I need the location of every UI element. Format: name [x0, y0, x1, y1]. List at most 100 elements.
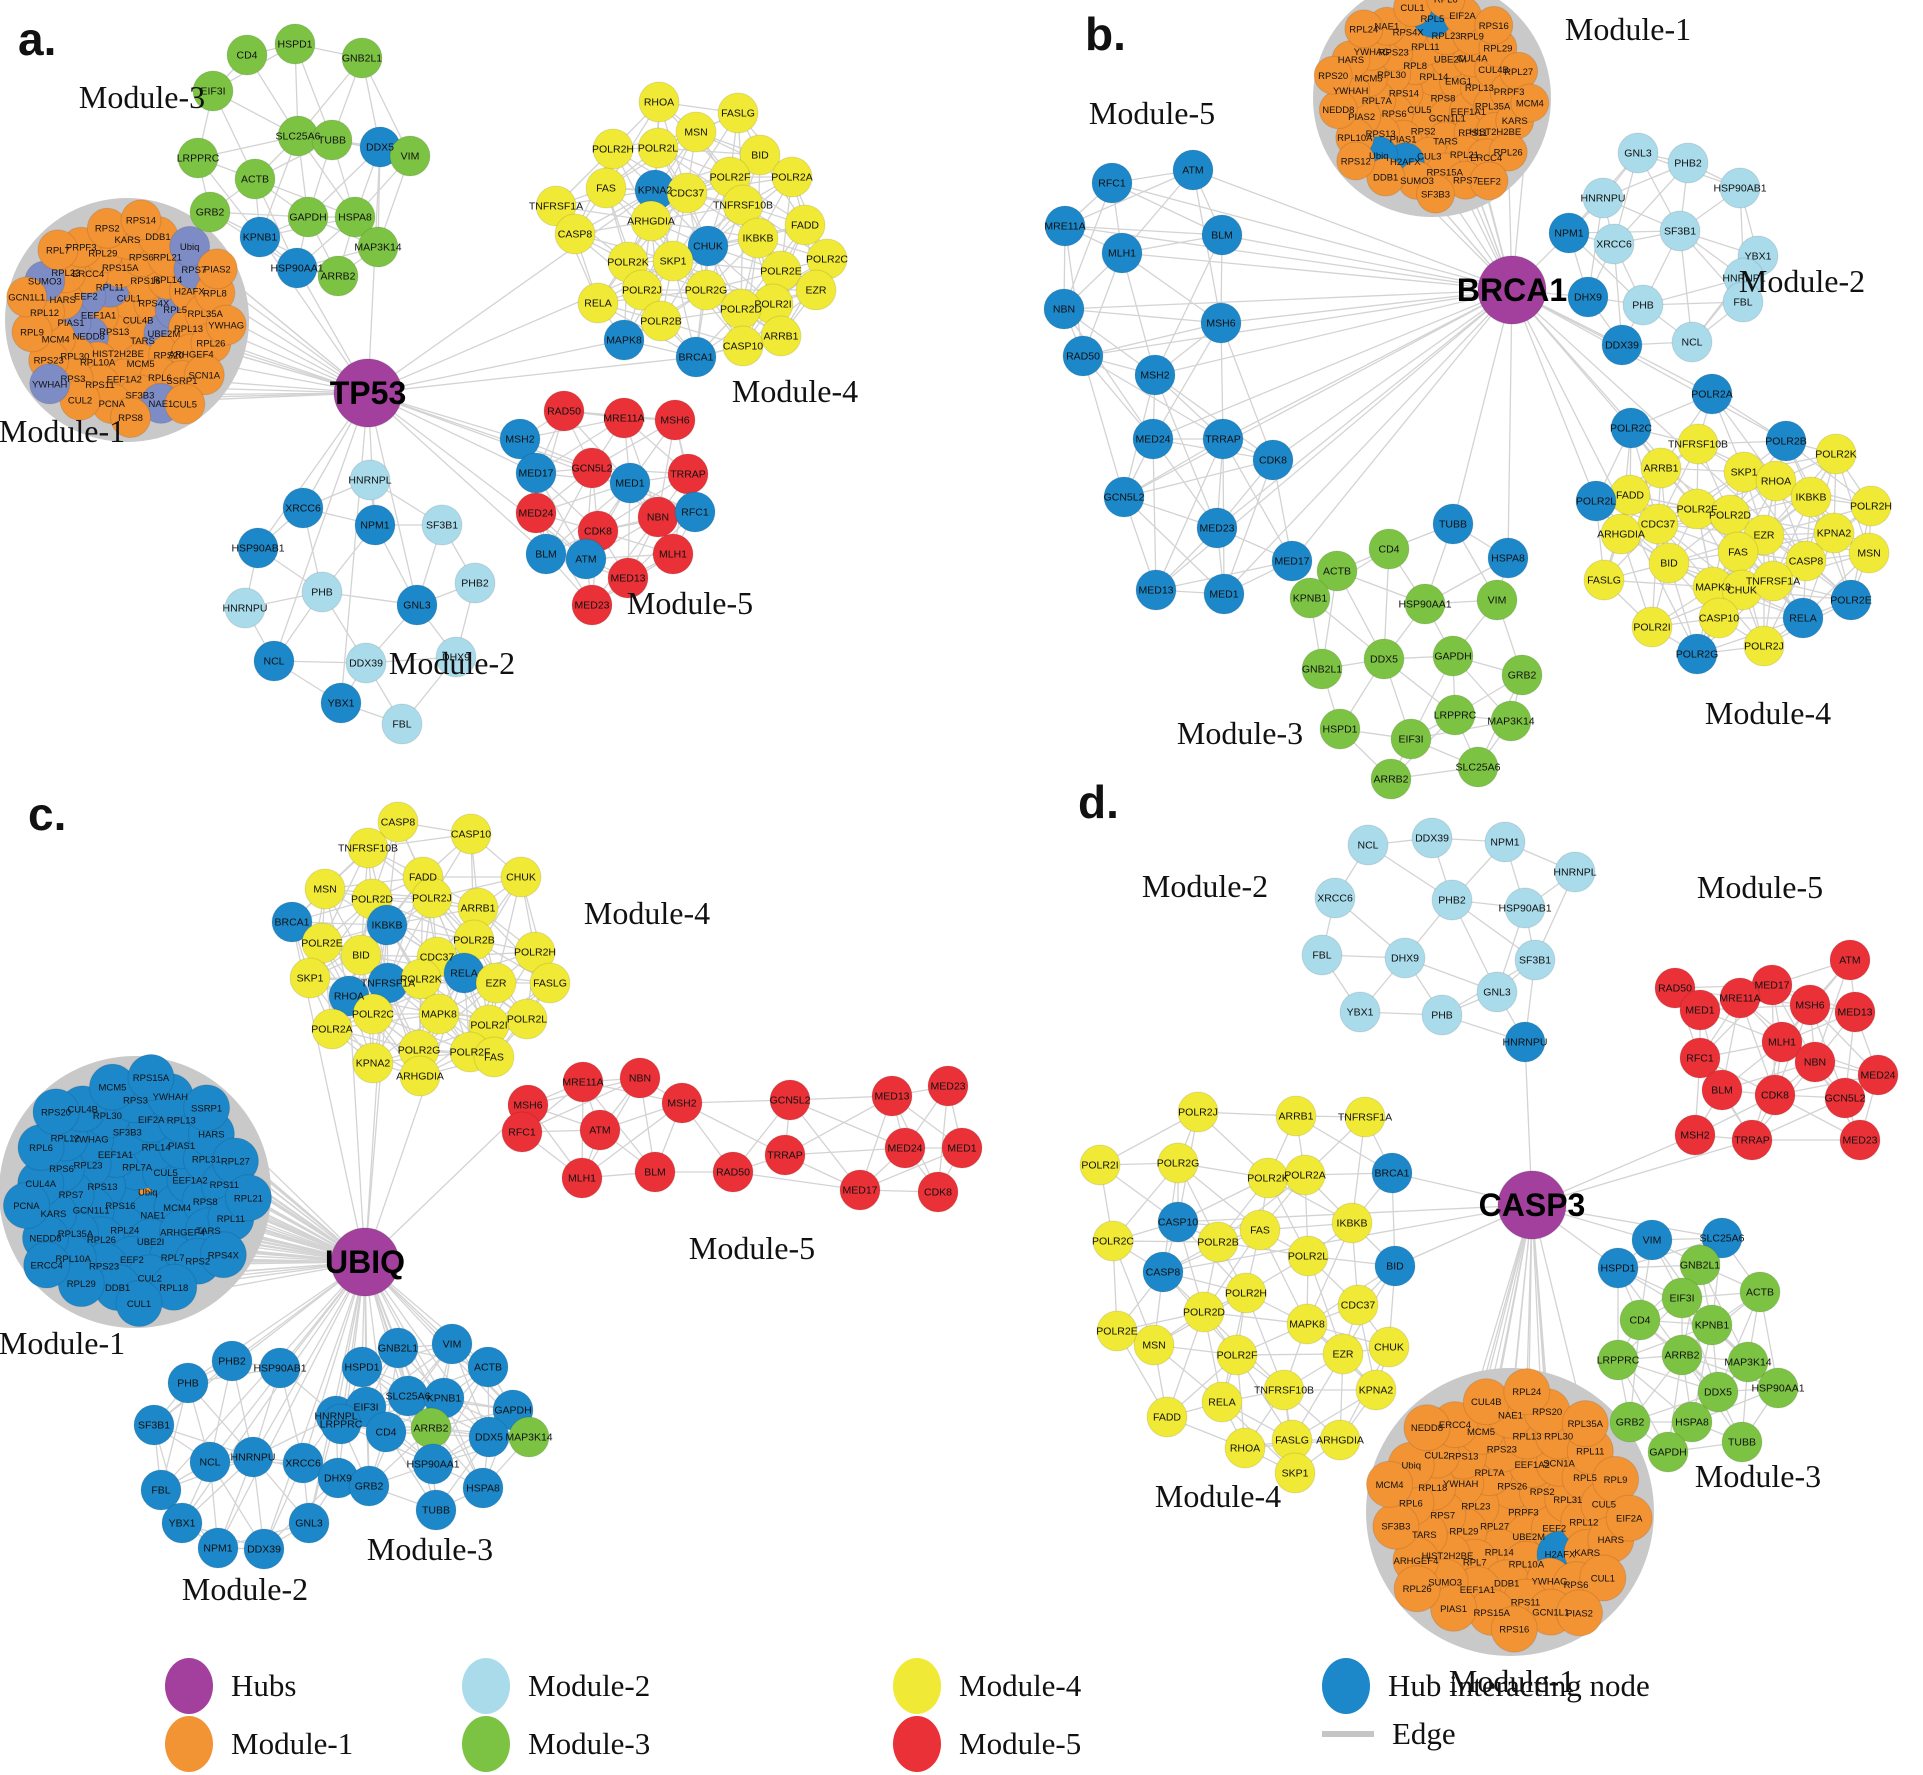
- gene-node: [1344, 9, 1384, 49]
- gene-node: [169, 225, 211, 267]
- edge: [784, 1147, 906, 1156]
- gene-node: [1393, 1565, 1441, 1613]
- gene-node: [1850, 485, 1892, 527]
- gene-node: [317, 255, 359, 297]
- gene-node: [365, 1411, 407, 1453]
- gene-node: [1416, 174, 1456, 214]
- hub-edge: [364, 1261, 490, 1438]
- hub-edge: [367, 392, 547, 555]
- gene-node: [377, 801, 419, 843]
- gene-node: [1727, 1341, 1769, 1383]
- gene-node: [1661, 1334, 1703, 1376]
- gene-node: [133, 1404, 175, 1446]
- gene-node: [1287, 1235, 1329, 1277]
- gene-node: [1355, 1369, 1397, 1411]
- gene-node: [1794, 1041, 1836, 1083]
- hub-edge: [1111, 182, 1513, 291]
- hub-edge: [364, 1261, 484, 1489]
- gene-node: [1667, 142, 1709, 184]
- hub-edge: [367, 339, 625, 394]
- gene-node: [1421, 994, 1463, 1036]
- gene-node: [197, 1527, 239, 1569]
- gene-node: [396, 584, 438, 626]
- gene-node: [287, 196, 329, 238]
- gene-node: [499, 418, 541, 460]
- gene-node: [205, 304, 247, 346]
- gene-node: [666, 172, 708, 214]
- panel-letter: d.: [1078, 776, 1119, 828]
- gene-node: [1605, 1494, 1653, 1542]
- gene-node: [1284, 1154, 1326, 1196]
- gene-node: [634, 1151, 676, 1193]
- gene-node: [1701, 1069, 1743, 1111]
- edge: [521, 1077, 641, 1133]
- gene-node: [1322, 1333, 1364, 1375]
- gene-node: [1600, 513, 1642, 555]
- gene-node: [301, 922, 343, 964]
- hub-edge: [1223, 289, 1513, 595]
- gene-node: [1731, 1119, 1773, 1161]
- gene-node: [410, 1407, 452, 1449]
- gene-node: [1610, 407, 1652, 449]
- gene-node: [1318, 90, 1358, 130]
- gene-node: [1469, 161, 1509, 201]
- gene-node: [603, 319, 645, 361]
- gene-node: [288, 1502, 330, 1544]
- edge: [1222, 438, 1293, 562]
- gene-node: [23, 1241, 71, 1289]
- gene-node: [1754, 1074, 1796, 1116]
- gene-node: [1691, 373, 1733, 415]
- hub-label: BRCA1: [1457, 272, 1567, 308]
- gene-node: [352, 1042, 394, 1084]
- gene-node: [722, 325, 764, 367]
- gene-node: [467, 1346, 509, 1388]
- gene-node: [1567, 276, 1609, 318]
- hub-and-titles: Module-2 Module-5 Module-4 Module-3 Module-1…: [1142, 868, 1823, 1699]
- gene-node: [687, 225, 729, 267]
- gene-node: [1135, 569, 1177, 611]
- gene-node: [1431, 879, 1473, 921]
- gene-node: [784, 204, 826, 246]
- gene-node: [1313, 55, 1353, 95]
- gene-node: [1314, 877, 1356, 919]
- hub-and-titles: Module-1 Module-3 Module-4 Module-5 Module-2…: [0, 79, 858, 681]
- module-label: Module-1: [0, 413, 125, 449]
- hub-edge: [348, 995, 366, 1263]
- gene-node: [1617, 132, 1659, 174]
- nodes: [1079, 817, 1899, 1653]
- gene-node: [1691, 1304, 1733, 1346]
- gene-node: [115, 1279, 163, 1327]
- panel-a: CUL4BRPS13CUL1TARSEEF1A1RPS4XHIST2H2BERP…: [0, 23, 858, 745]
- gene-node: [630, 200, 672, 242]
- edge: [1121, 252, 1156, 376]
- edge: [1152, 438, 1157, 591]
- gene-node: [1183, 1291, 1225, 1333]
- gene-node: [884, 1127, 926, 1169]
- hub-label: CASP3: [1479, 1187, 1586, 1223]
- gene-node: [1457, 746, 1499, 788]
- nodes: [1043, 0, 1892, 800]
- hub-edge: [367, 392, 418, 606]
- module-label: Module-4: [584, 895, 710, 931]
- edge: [1155, 438, 1224, 591]
- gene-node: [177, 137, 219, 179]
- gene-node: [237, 527, 279, 569]
- gene-node: [421, 504, 463, 546]
- gene-node: [1044, 205, 1086, 247]
- gene-node: [1289, 577, 1331, 619]
- module-label: Module-1: [0, 1325, 125, 1361]
- edge: [1154, 234, 1223, 376]
- gene-node: [1640, 447, 1682, 489]
- hub-edge: [1063, 289, 1513, 310]
- gene-node: [652, 240, 694, 282]
- gene-node: [1579, 1554, 1627, 1602]
- gene-node: [192, 70, 234, 112]
- module-label: Module-1: [1565, 11, 1691, 47]
- gene-node: [1761, 1021, 1803, 1063]
- gene-node: [32, 1088, 80, 1136]
- gene-node: [1554, 851, 1596, 893]
- gene-node: [1096, 1310, 1138, 1352]
- gene-node: [577, 282, 619, 324]
- gene-node: [1134, 354, 1176, 396]
